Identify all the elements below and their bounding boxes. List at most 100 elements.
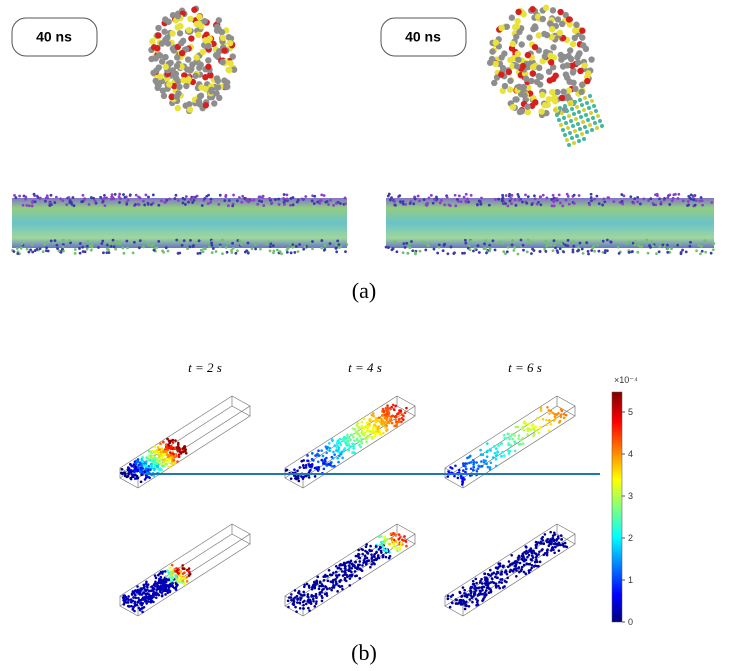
atom: [557, 30, 563, 36]
atom: [226, 67, 232, 73]
lipid-atom: [90, 249, 93, 252]
particle: [398, 533, 401, 536]
particle: [515, 563, 518, 566]
particle: [395, 534, 398, 537]
lipid-atom: [414, 252, 417, 255]
particle: [162, 584, 165, 587]
lipid-atom: [183, 239, 186, 242]
particle: [150, 465, 153, 468]
particle: [341, 570, 344, 573]
particle: [136, 585, 139, 588]
lipid-atom: [137, 203, 140, 206]
lipid-atom: [652, 202, 655, 205]
particle: [299, 466, 302, 469]
lipid-atom: [526, 251, 529, 254]
particle: [305, 603, 308, 606]
atom: [561, 128, 565, 132]
particle: [449, 466, 452, 469]
particle: [307, 607, 310, 610]
lipid-atom: [106, 244, 109, 247]
atom: [510, 41, 516, 47]
lipid-atom: [530, 203, 533, 206]
particle: [127, 605, 130, 608]
particle: [536, 543, 539, 546]
lipid-atom: [138, 246, 141, 249]
particle: [166, 438, 169, 441]
lipid-atom: [282, 197, 285, 200]
particle: [386, 404, 389, 407]
particle: [311, 452, 314, 455]
particle: [552, 537, 555, 540]
particle: [405, 545, 408, 548]
lipid-atom: [31, 243, 34, 246]
lipid-atom: [262, 195, 265, 198]
lipid-atom: [463, 252, 466, 255]
particle: [495, 465, 498, 468]
lipid-atom: [311, 247, 314, 250]
particle: [502, 586, 505, 589]
lipid-atom: [440, 199, 443, 202]
atom: [563, 133, 567, 137]
lipid-atom: [603, 200, 606, 203]
atom: [573, 129, 577, 133]
particle: [467, 593, 470, 596]
particle: [160, 457, 163, 460]
lipid-atom: [112, 239, 115, 242]
lipid-atom: [677, 197, 680, 200]
lipid-atom: [21, 243, 24, 246]
particle: [391, 415, 394, 418]
lipid-atom: [50, 239, 53, 242]
lipid-atom: [621, 202, 624, 205]
lipid-atom: [417, 195, 420, 198]
lipid-atom: [175, 194, 178, 197]
lipid-atom: [139, 239, 142, 242]
particle: [540, 407, 543, 410]
particle: [507, 450, 510, 453]
lipid-atom: [247, 201, 250, 204]
lipid-atom: [304, 195, 307, 198]
lipid-atom: [573, 202, 576, 205]
particle: [500, 581, 503, 584]
particle: [545, 419, 548, 422]
atom: [550, 76, 556, 82]
particle: [130, 478, 133, 481]
particle: [168, 462, 171, 465]
particle: [510, 554, 513, 557]
particle: [315, 582, 318, 585]
particle: [484, 591, 487, 594]
particle: [495, 447, 498, 450]
particle: [141, 456, 144, 459]
particle: [479, 449, 482, 452]
particle: [560, 408, 563, 411]
particle: [364, 555, 367, 558]
atom: [192, 73, 198, 79]
lipid-atom: [88, 203, 91, 206]
particle: [393, 546, 396, 549]
atom: [579, 115, 583, 119]
particle: [510, 562, 513, 565]
particle: [446, 475, 449, 478]
particle: [336, 590, 339, 593]
lipid-atom: [228, 199, 231, 202]
atom: [546, 96, 552, 102]
lipid-atom: [139, 197, 142, 200]
lipid-atom: [181, 244, 184, 247]
lipid-atom: [671, 199, 674, 202]
lipid-atom: [539, 203, 542, 206]
particle: [358, 440, 361, 443]
lipid-atom: [646, 239, 649, 242]
particle: [329, 462, 332, 465]
particle: [385, 429, 388, 432]
particle: [499, 562, 502, 565]
particle: [365, 543, 368, 546]
lipid-atom: [280, 252, 283, 255]
lipid-atom: [219, 194, 222, 197]
particle: [556, 544, 559, 547]
particle: [509, 570, 512, 573]
atom: [580, 103, 584, 107]
atom: [530, 70, 536, 76]
lipid-atom: [480, 197, 483, 200]
lipid-atom: [501, 241, 504, 244]
particle: [127, 473, 130, 476]
particle: [362, 562, 365, 565]
